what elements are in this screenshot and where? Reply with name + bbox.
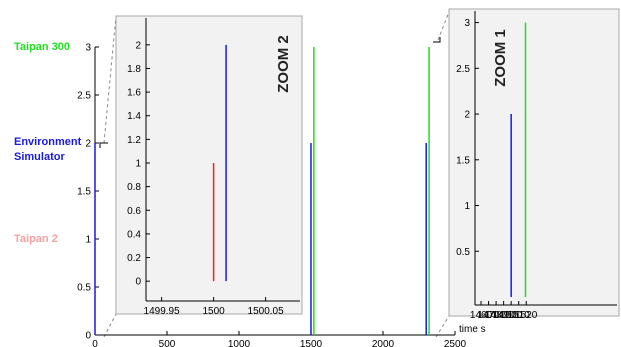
x-tick-label: 0 xyxy=(92,339,98,347)
x-tick-label: 1499.95 xyxy=(144,306,181,317)
y-tick-label: 2 xyxy=(135,40,141,51)
main-plot: 0 0.5 1 1.5 2 2.5 3 0 500 1000 1500 2000 2500 time s xyxy=(77,43,486,347)
x-tick-label: 1510 xyxy=(508,310,531,321)
y-tick-label: 1.6 xyxy=(127,88,141,99)
x-tick-label: 1470 xyxy=(477,310,500,321)
legend-label-simulator: Simulator xyxy=(14,151,65,163)
zoom2-panel xyxy=(115,15,303,315)
y-tick-label: 2.5 xyxy=(77,91,91,102)
y-tick-label: 1 xyxy=(135,159,141,170)
y-tick-label: 1.5 xyxy=(456,155,470,166)
y-tick-label: 1 xyxy=(464,201,470,212)
y-tick-label: 3 xyxy=(85,43,91,54)
x-tick-label: 1490 xyxy=(493,310,516,321)
y-tick-label: 1.4 xyxy=(127,111,141,122)
zoom-1-inset: 0.5 1 1.5 2 2.5 3 1460147014801490150015101520… xyxy=(448,8,620,321)
y-tick-label: 1.8 xyxy=(127,64,141,75)
y-tick-label: 0.6 xyxy=(127,206,141,217)
zoom-2-inset: 0 0.2 0.4 0.6 0.8 1 1.2 1.4 1.6 1.8 2 1499.95 1500 15… xyxy=(115,15,303,317)
y-tick-label: 0 xyxy=(85,331,91,342)
x-tick-label: 2000 xyxy=(372,339,395,347)
zoom1-title: ZOOM 1 xyxy=(492,29,509,87)
zoom-1-leader-bottom xyxy=(435,315,450,338)
y-tick-label: 0.5 xyxy=(456,247,470,258)
y-tick-label: 1.2 xyxy=(127,135,141,146)
x-tick-label: 1500 xyxy=(300,339,323,347)
y-tick-label: 0.5 xyxy=(77,283,91,294)
zoom-1-leader-top xyxy=(437,11,450,41)
zoom2-title: ZOOM 2 xyxy=(275,35,292,93)
x-tick-label: 1480 xyxy=(485,310,508,321)
y-tick-label: 0.8 xyxy=(127,182,141,193)
zoom1-panel xyxy=(448,8,620,317)
legend-label-taipan-2: Taipan 2 xyxy=(14,233,58,245)
zoom-1-bracket xyxy=(433,37,441,43)
zoom-2-leader-bottom xyxy=(103,313,117,338)
zoom-2-bracket xyxy=(99,142,108,148)
x-tick-label: 1520 xyxy=(515,310,538,321)
y-tick-label: 3 xyxy=(464,18,470,29)
y-tick-label: 0 xyxy=(135,277,141,288)
x-tick-label: 1500.05 xyxy=(248,306,285,317)
y-tick-label: 1 xyxy=(85,235,91,246)
x-axis-label: time s xyxy=(459,324,486,335)
x-tick-label: 1500 xyxy=(202,306,225,317)
y-tick-label: 2.5 xyxy=(456,64,470,75)
zoom-2-leader-top xyxy=(103,15,117,144)
legend-label-environment: Environment xyxy=(14,136,82,148)
y-tick-label: 2 xyxy=(85,139,91,150)
zoom-leader-lines xyxy=(99,11,450,338)
x-tick-label: 1500 xyxy=(500,310,523,321)
y-tick-label: 0.4 xyxy=(127,229,141,240)
legend-label-taipan-300: Taipan 300 xyxy=(14,41,71,53)
y-tick-label: 2 xyxy=(464,110,470,121)
x-tick-label: 1460 xyxy=(470,310,493,321)
x-tick-label: 500 xyxy=(159,339,176,347)
x-tick-label: 1000 xyxy=(228,339,251,347)
y-tick-label: 1.5 xyxy=(77,187,91,198)
x-tick-label: 2500 xyxy=(444,339,467,347)
y-tick-label: 0.2 xyxy=(127,253,141,264)
